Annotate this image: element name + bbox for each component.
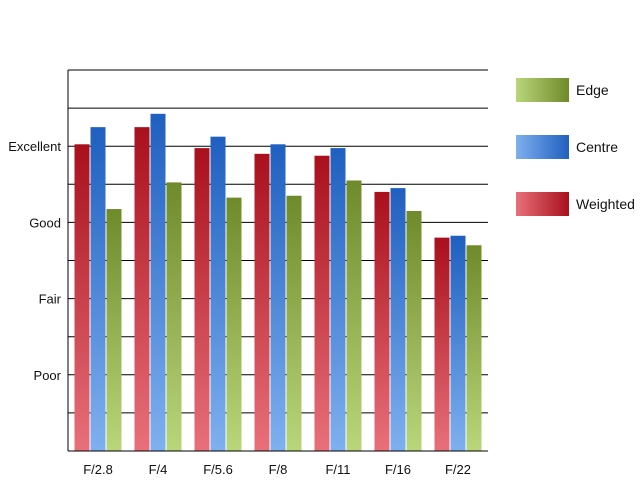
bar-edge-f-2-8 xyxy=(106,209,122,451)
legend-swatch xyxy=(516,78,569,102)
x-tick-label: F/2.8 xyxy=(83,462,113,477)
y-tick-label: Fair xyxy=(39,292,62,307)
legend-label: Edge xyxy=(576,82,609,98)
tick-labels: F/2.8 F/4 F/5.6 F/8 F/11 F/16 F/22 Poor Fair Good… xyxy=(8,139,471,477)
bar-edge-f-11 xyxy=(346,180,362,452)
bars xyxy=(74,113,482,452)
legend-swatch xyxy=(516,192,569,216)
x-tick-label: F/8 xyxy=(269,462,288,477)
bar-weighted-f-4 xyxy=(134,127,150,452)
bar-centre-f-16 xyxy=(390,188,406,452)
legend-swatch xyxy=(516,135,569,159)
bar-centre-f-11 xyxy=(330,148,346,452)
legend-item-centre: Centre xyxy=(516,135,618,159)
x-tick-label: F/5.6 xyxy=(203,462,233,477)
x-tick-label: F/4 xyxy=(149,462,168,477)
y-tick-label: Good xyxy=(29,215,61,230)
bar-weighted-f-8 xyxy=(254,153,270,451)
y-tick-label: Excellent xyxy=(8,139,61,154)
y-tick-label: Poor xyxy=(34,368,62,383)
bar-centre-f-2-8 xyxy=(90,127,106,452)
bar-edge-f-4 xyxy=(166,182,182,451)
x-tick-label: F/22 xyxy=(445,462,471,477)
bar-weighted-f-2-8 xyxy=(74,144,90,452)
bar-centre-f-8 xyxy=(270,144,286,452)
bar-edge-f-22 xyxy=(466,245,482,451)
x-tick-label: F/16 xyxy=(385,462,411,477)
legend-item-weighted: Weighted xyxy=(516,192,635,216)
bar-weighted-f-5-6 xyxy=(194,148,210,452)
axes xyxy=(67,70,488,452)
bar-edge-f-8 xyxy=(286,195,302,451)
legend: Edge Centre Weighted xyxy=(516,78,635,216)
legend-item-edge: Edge xyxy=(516,78,609,102)
legend-label: Weighted xyxy=(576,196,635,212)
bar-weighted-f-22 xyxy=(434,237,450,451)
bar-weighted-f-16 xyxy=(374,191,390,452)
bar-centre-f-22 xyxy=(450,235,466,451)
bar-centre-f-4 xyxy=(150,113,166,451)
bar-edge-f-5-6 xyxy=(226,197,242,451)
bar-weighted-f-11 xyxy=(314,155,330,451)
bar-centre-f-5-6 xyxy=(210,136,226,452)
legend-label: Centre xyxy=(576,139,618,155)
bar-edge-f-16 xyxy=(406,210,422,451)
x-tick-label: F/11 xyxy=(325,462,350,477)
